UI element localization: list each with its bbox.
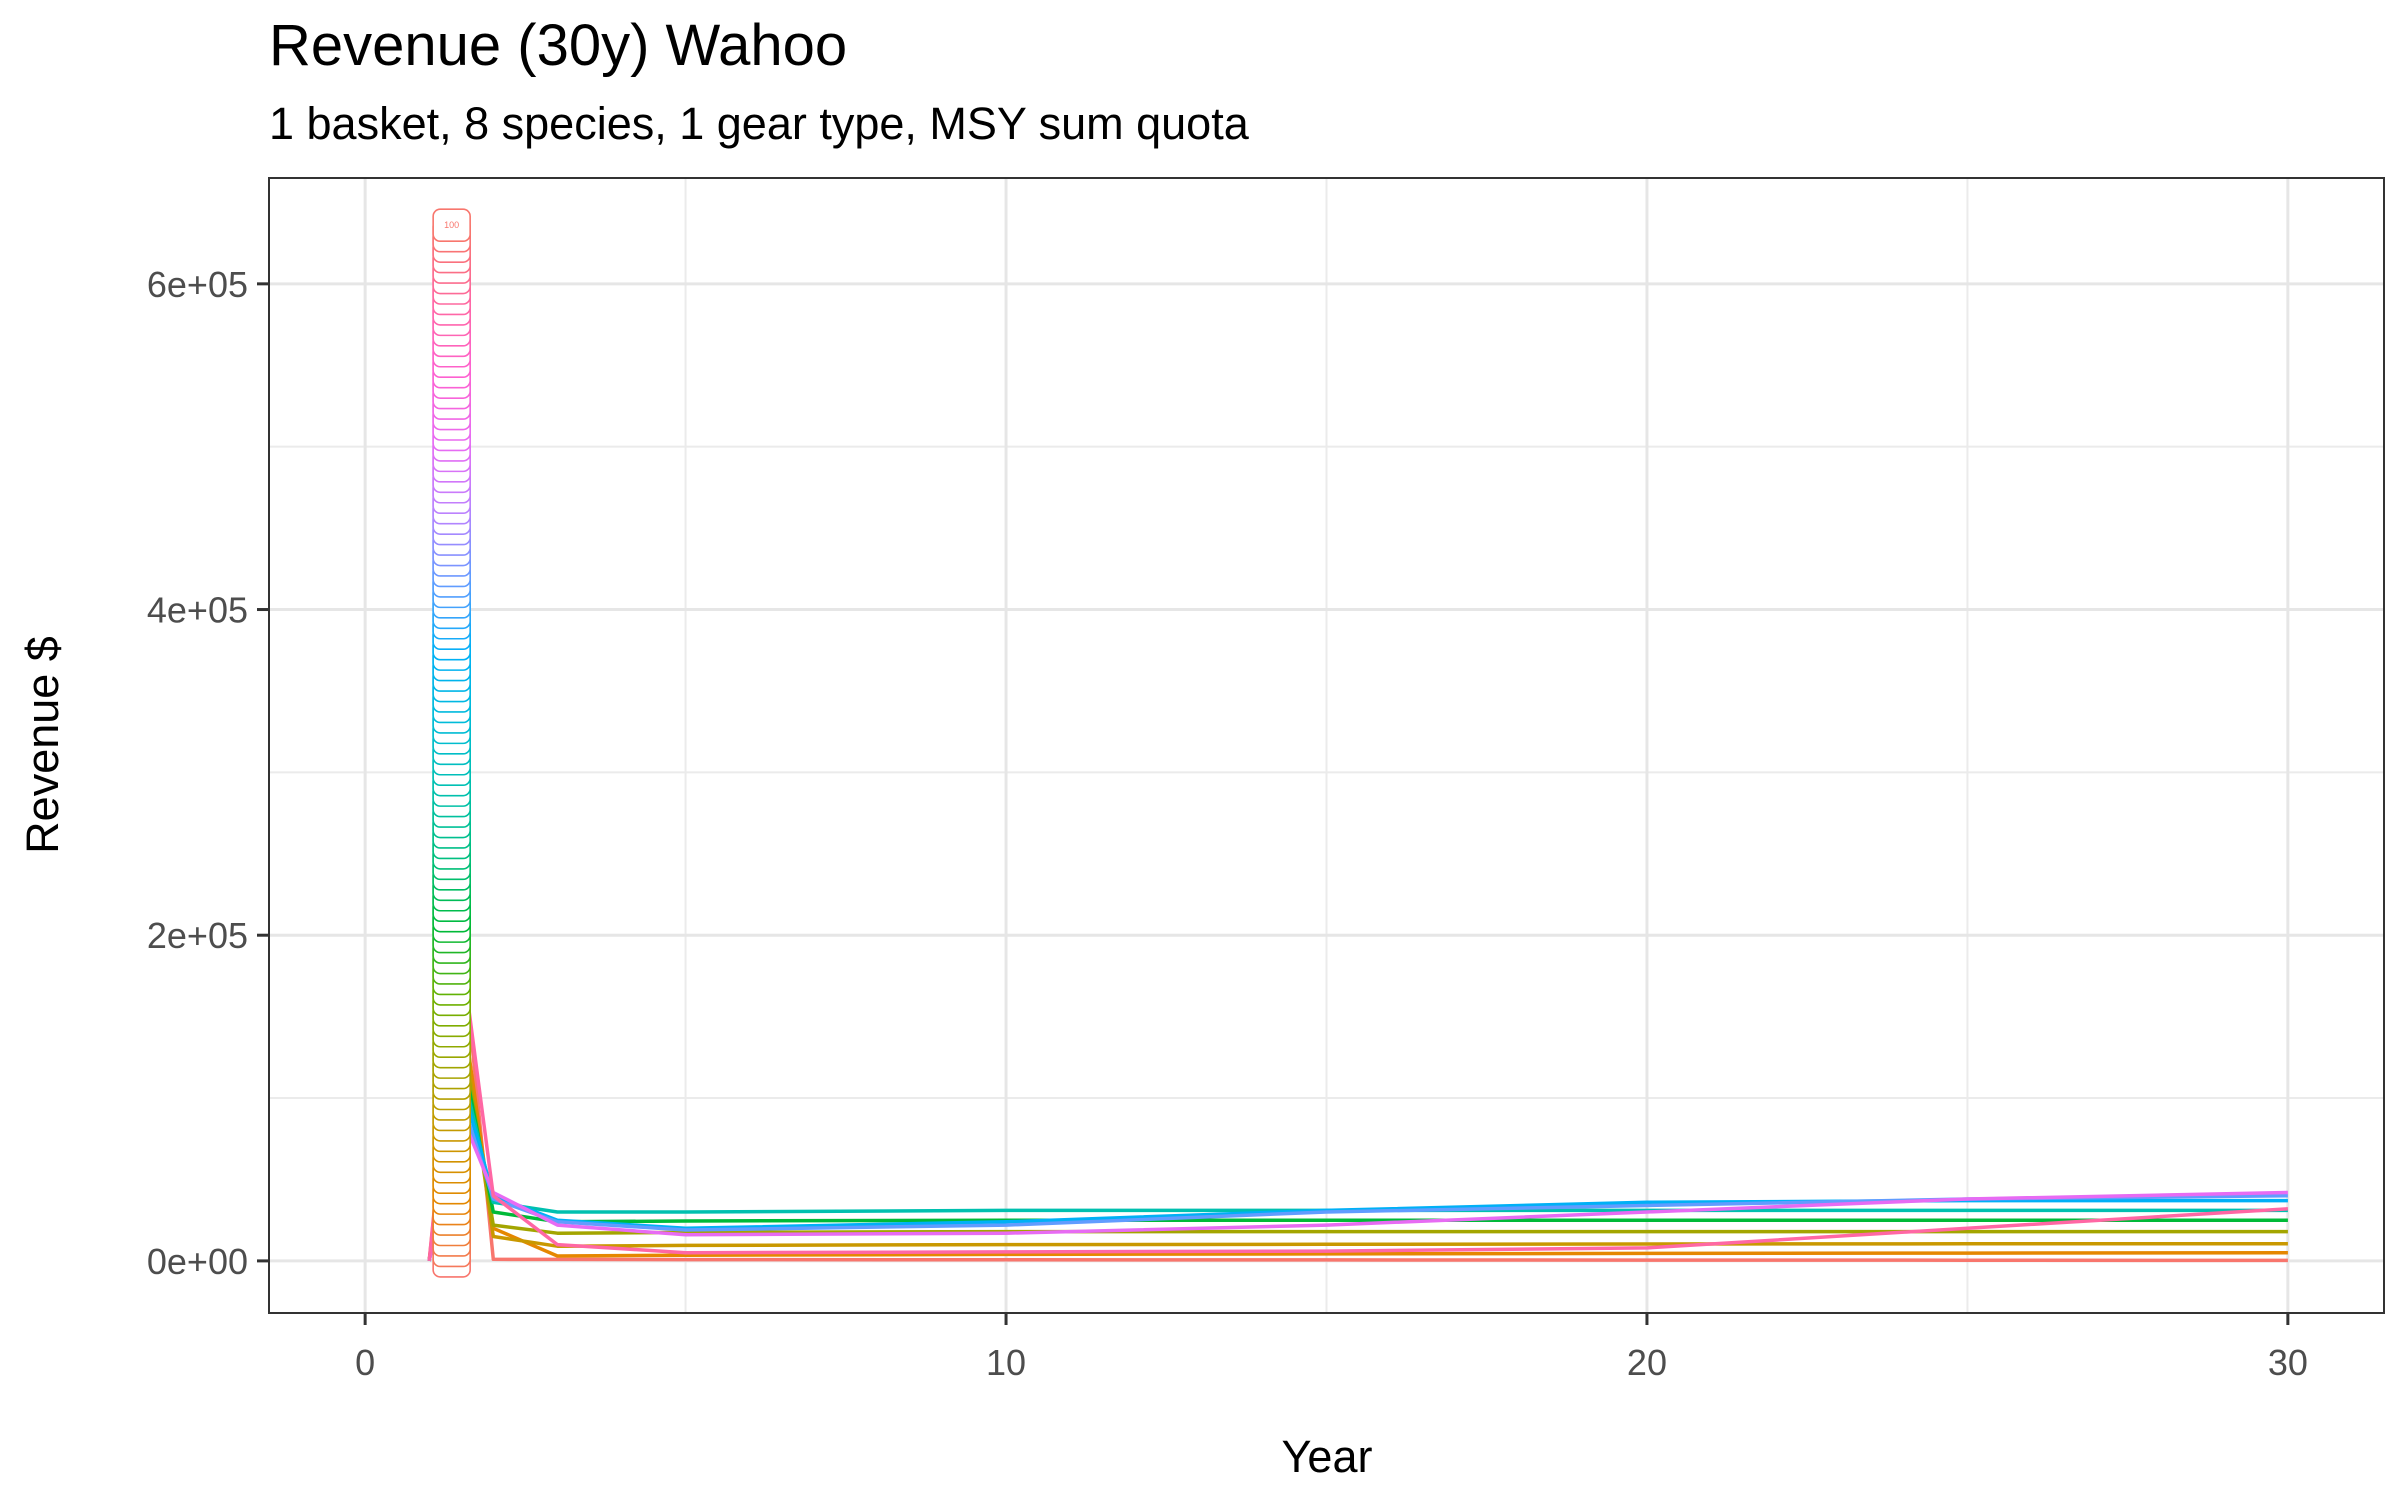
y-tick-label: 2e+05	[147, 915, 248, 956]
y-axis: 0e+00 2e+05 4e+05 6e+05	[147, 264, 269, 1282]
series-line	[427, 949, 2289, 1262]
series-layer	[427, 933, 2289, 1263]
x-tick-label: 20	[1627, 1342, 1667, 1383]
series-line	[427, 1112, 2288, 1262]
y-axis-title: Revenue $	[17, 636, 68, 854]
label-stack: 100	[432, 208, 471, 1278]
series-line	[427, 998, 2288, 1262]
series-line	[427, 933, 2288, 1263]
stack-top-label: 100	[444, 220, 459, 230]
y-tick-label: 6e+05	[147, 264, 248, 305]
x-tick-label: 10	[986, 1342, 1026, 1383]
x-tick-label: 0	[355, 1342, 375, 1383]
chart-title: Revenue (30y) Wahoo	[269, 13, 847, 78]
x-axis: 0 10 20 30	[355, 1313, 2308, 1383]
series-line	[427, 1096, 2288, 1262]
chart-subtitle: 1 basket, 8 species, 1 gear type, MSY su…	[269, 98, 1250, 149]
y-tick-label: 0e+00	[147, 1241, 248, 1282]
plot-panel-border	[268, 177, 2385, 1314]
y-tick-label: 4e+05	[147, 590, 248, 631]
x-axis-title: Year	[1282, 1431, 1373, 1482]
stack-label-box	[432, 208, 471, 243]
x-tick-label: 30	[2268, 1342, 2308, 1383]
